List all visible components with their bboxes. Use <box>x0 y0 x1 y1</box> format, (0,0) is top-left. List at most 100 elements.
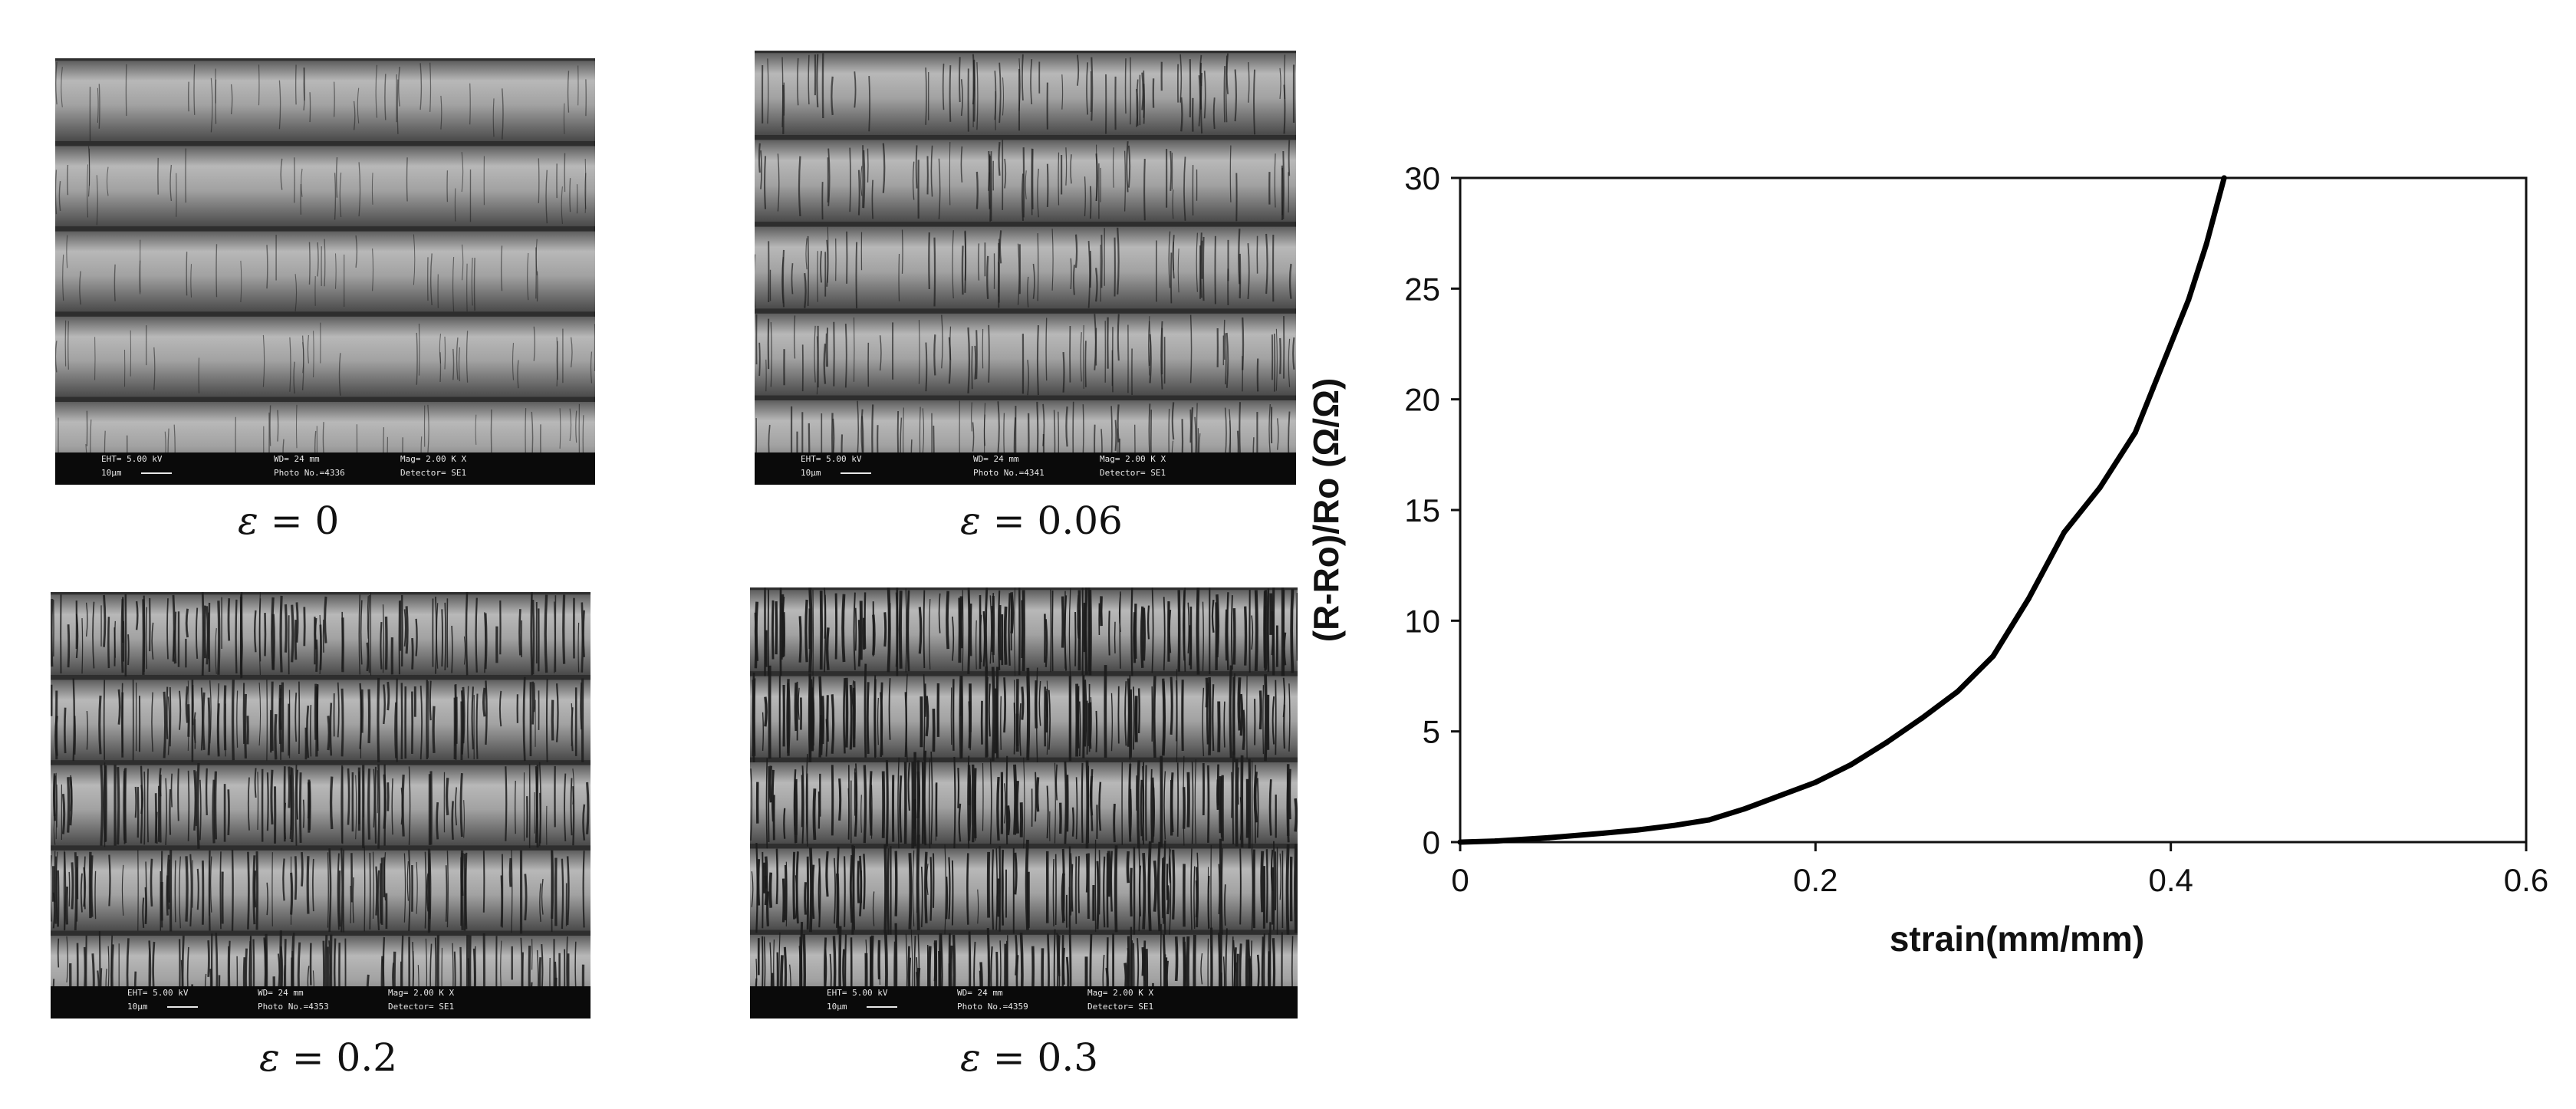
surface-crack <box>1084 587 1088 675</box>
surface-crack <box>1110 851 1113 912</box>
surface-crack <box>907 762 910 811</box>
surface-crack <box>324 596 327 643</box>
surface-crack <box>804 599 808 663</box>
data-point <box>2061 529 2068 535</box>
surface-crack <box>107 946 110 989</box>
surface-crack <box>1196 232 1199 292</box>
surface-crack <box>569 408 572 442</box>
surface-crack <box>844 856 846 927</box>
surface-crack <box>787 683 791 754</box>
surface-crack <box>1129 689 1133 758</box>
surface-crack <box>879 335 882 371</box>
surface-crack <box>1225 332 1229 388</box>
surface-crack <box>933 237 936 307</box>
surface-crack <box>284 604 288 653</box>
sem-detector: Detector= SE1 <box>1087 1002 1154 1012</box>
surface-crack <box>1223 701 1225 748</box>
data-point <box>1848 762 1854 768</box>
surface-crack <box>466 331 469 383</box>
caption-strain-0: ε = 0 <box>238 499 339 543</box>
surface-crack <box>804 882 808 915</box>
surface-crack <box>266 245 268 289</box>
surface-crack <box>71 862 74 910</box>
surface-crack <box>998 262 999 297</box>
surface-crack <box>196 607 199 660</box>
surface-crack <box>327 716 331 751</box>
surface-crack <box>81 618 84 674</box>
surface-crack <box>374 766 377 844</box>
surface-crack <box>751 871 754 907</box>
surface-crack <box>1082 404 1084 456</box>
sem-scale-label: 10μm <box>127 1002 148 1012</box>
surface-crack <box>933 334 936 376</box>
surface-crack <box>291 768 294 843</box>
surface-crack <box>1074 234 1078 268</box>
surface-crack <box>1271 610 1275 656</box>
surface-crack <box>306 705 310 759</box>
surface-crack <box>236 690 239 748</box>
fiber-strand <box>750 848 1298 930</box>
surface-crack <box>570 337 573 368</box>
surface-crack <box>1244 606 1248 666</box>
surface-crack <box>278 80 281 130</box>
surface-crack <box>1290 589 1295 673</box>
surface-crack <box>863 765 867 844</box>
surface-crack <box>535 767 538 818</box>
sem-image-strain-0.2 <box>51 592 591 1019</box>
surface-crack <box>1161 857 1163 919</box>
surface-crack <box>805 238 808 270</box>
surface-crack <box>1071 807 1074 837</box>
surface-crack <box>930 145 933 197</box>
data-point <box>1457 839 1463 845</box>
surface-crack <box>998 142 1001 176</box>
surface-crack <box>972 422 975 452</box>
scale-bar <box>167 1006 198 1008</box>
surface-crack <box>1160 321 1163 390</box>
surface-crack <box>1065 406 1068 447</box>
surface-crack <box>100 765 104 846</box>
surface-crack <box>1147 605 1150 640</box>
surface-crack <box>108 854 111 907</box>
surface-crack <box>1051 229 1054 291</box>
series-line-0 <box>1457 175 2227 845</box>
surface-crack <box>1200 953 1203 985</box>
caption-value: = 0 <box>270 499 340 543</box>
surface-crack <box>1147 841 1152 932</box>
surface-crack <box>1035 667 1038 765</box>
surface-crack <box>210 77 213 133</box>
surface-crack <box>1117 314 1120 361</box>
surface-crack <box>953 756 956 849</box>
surface-crack <box>555 683 559 742</box>
surface-crack <box>446 851 449 928</box>
surface-crack <box>151 692 153 752</box>
surface-crack <box>258 682 262 746</box>
surface-crack <box>949 65 952 122</box>
y-tick-label: 20 <box>1404 382 1440 418</box>
surface-crack <box>825 627 830 671</box>
surface-crack <box>1142 607 1146 661</box>
surface-crack <box>92 601 95 669</box>
sem-scale-label: 10μm <box>101 468 122 478</box>
surface-crack <box>1202 236 1205 301</box>
sem-micrograph-strain-0.2: EHT= 5.00 kV 10μm WD= 24 mm Photo No.=43… <box>51 592 591 1019</box>
surface-crack <box>912 161 915 200</box>
surface-crack <box>1085 760 1090 849</box>
surface-crack <box>561 186 563 224</box>
surface-crack <box>906 590 910 672</box>
surface-crack <box>1014 852 1018 895</box>
surface-crack <box>1172 849 1176 920</box>
surface-crack <box>334 173 337 220</box>
surface-crack <box>894 851 898 916</box>
sem-micrograph-strain-0: EHT= 5.00 kV 10μm WD= 24 mm Photo No.=43… <box>55 58 595 485</box>
surface-crack <box>768 872 773 908</box>
surface-crack <box>818 867 821 920</box>
surface-crack <box>383 774 387 829</box>
surface-crack <box>827 148 831 206</box>
surface-crack <box>467 686 469 759</box>
surface-crack <box>367 594 370 673</box>
surface-crack <box>463 800 465 838</box>
surface-crack <box>1176 669 1178 765</box>
surface-crack <box>985 587 989 674</box>
surface-crack <box>1023 757 1025 850</box>
surface-crack <box>989 595 992 664</box>
